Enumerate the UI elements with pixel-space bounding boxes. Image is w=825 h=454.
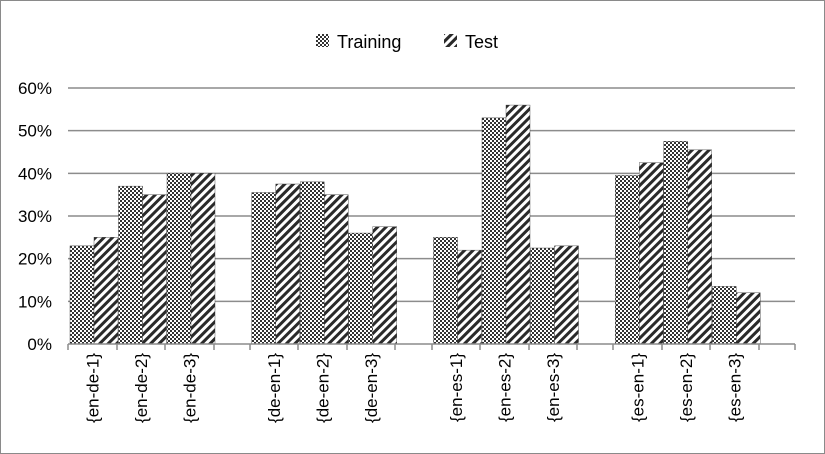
y-tick-label: 0% [27, 335, 52, 354]
x-axis [67, 343, 796, 350]
y-tick-label: 50% [18, 122, 52, 141]
bar-training [69, 245, 95, 345]
x-tick-label: {es-en-3} [726, 353, 745, 422]
bar-test [275, 183, 300, 345]
y-tick-label: 60% [18, 79, 52, 98]
bar-test [93, 237, 119, 345]
x-tick-label: {en-es-3} [544, 353, 563, 422]
bar-training [300, 181, 325, 345]
x-tick-label: {en-de-2} [132, 353, 151, 423]
x-tick-label: {de-en-3} [362, 353, 381, 423]
x-tick-label: {de-en-2} [314, 353, 333, 423]
x-tick-label: {en-de-1} [83, 353, 102, 423]
bar-test [372, 226, 397, 345]
y-axis-ticks: 0% 10% 20% 30% 40% 50% 60% [18, 79, 52, 354]
bar-test [505, 104, 531, 345]
bar-test [639, 162, 664, 345]
bar-training [251, 192, 276, 345]
bar-test [457, 249, 482, 345]
x-axis-tick-labels: {en-de-1} {en-de-2} {en-de-3} {de-en-1} {de-… [83, 353, 744, 423]
x-tick-label: {de-en-1} [265, 353, 284, 423]
bar-test [687, 149, 712, 345]
bar-training [166, 173, 192, 345]
bar-training [348, 232, 373, 345]
legend-label-test: Test [465, 32, 498, 52]
y-tick-label: 30% [18, 207, 52, 226]
bar-training [433, 237, 458, 345]
legend-swatch-test [444, 34, 457, 47]
x-tick-label: {en-es-1} [447, 353, 466, 422]
bar-test [324, 194, 349, 345]
bar-test [736, 292, 761, 345]
x-tick-label: {en-de-3} [180, 353, 199, 423]
x-tick-label: {es-en-2} [677, 353, 696, 422]
legend-label-training: Training [337, 32, 401, 52]
y-tick-label: 40% [18, 164, 52, 183]
y-tick-label: 10% [18, 292, 52, 311]
bars [69, 104, 761, 345]
legend: Training Test [316, 32, 498, 52]
bar-test [142, 194, 167, 345]
bar-training [615, 175, 640, 345]
y-tick-label: 20% [18, 250, 52, 269]
bar-training [712, 286, 737, 345]
bar-test [190, 173, 216, 345]
legend-swatch-training [316, 34, 329, 47]
x-tick-label: {es-en-1} [629, 353, 648, 422]
bar-training [663, 141, 688, 345]
bar-training [530, 247, 555, 345]
bar-test [554, 245, 579, 345]
bar-training [481, 117, 507, 345]
x-tick-label: {en-es-2} [495, 353, 514, 422]
bar-training [118, 185, 143, 345]
